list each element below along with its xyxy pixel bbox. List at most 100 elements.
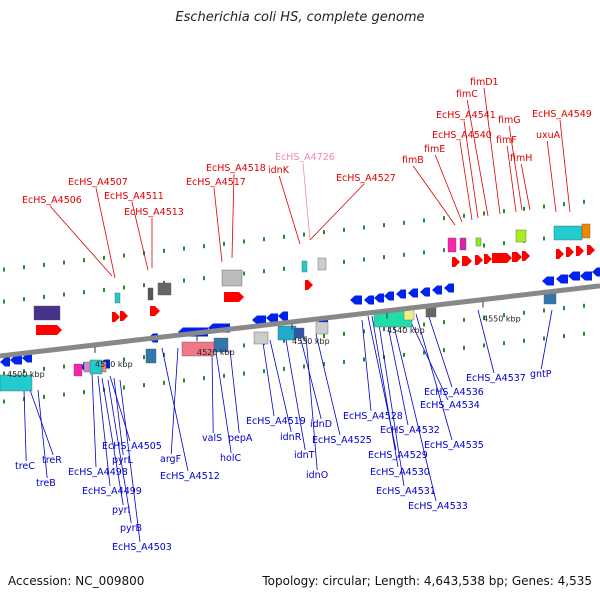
reverse-leader-line	[385, 315, 409, 426]
forward-gene-label: EcHS_A4527	[336, 173, 396, 184]
forward-leader-line	[546, 140, 557, 213]
reverse-gene-label: EcHS_A4534	[420, 400, 480, 411]
reverse-gene-label: pyrL	[112, 455, 134, 466]
scale-tick-label: 4520 kbp	[197, 348, 235, 357]
forward-gene-arrow	[556, 249, 564, 259]
forward-leader-line	[95, 187, 116, 279]
forward-gene-label: EcHS_A4549	[532, 109, 592, 120]
reverse-gene-label: treC	[15, 461, 35, 472]
reverse-gene-arrow	[432, 285, 442, 295]
forward-gene-label: EcHS_A4541	[436, 110, 496, 121]
reverse-gene-label: holC	[220, 453, 241, 464]
gene-block	[145, 348, 157, 364]
gene-block	[253, 331, 269, 345]
forward-gene-label: EcHS_A4513	[124, 207, 184, 218]
reverse-gene-arrow	[580, 271, 592, 281]
reverse-gene-label: EcHS_A4531	[376, 486, 436, 497]
scale-tick-label: 4540 kbp	[387, 326, 425, 335]
gene-block	[475, 237, 482, 247]
label-leader-lines	[23, 87, 571, 543]
reverse-leader-line	[91, 371, 97, 468]
scale-ticks: 4500 kbp 4510 kbp 4520 kbp 4530 kbp 4540 kbp…	[6, 301, 521, 379]
forward-leader-line	[506, 145, 517, 213]
scale-tick-label: 4530 kbp	[292, 337, 330, 346]
gene-block	[459, 237, 467, 251]
reverse-leader-line	[109, 375, 131, 442]
forward-leader-line	[463, 120, 479, 219]
reverse-gene-arrow	[384, 291, 394, 301]
forward-gene-label: EcHS_A4726	[275, 152, 335, 163]
reverse-gene-label: EcHS_A4533	[408, 501, 468, 512]
reverse-gene-arrow	[266, 313, 278, 323]
forward-gene-label: fimC	[456, 89, 478, 100]
forward-gene-label: EcHS_A4518	[206, 163, 266, 174]
reverse-gene-arrow	[444, 283, 454, 293]
reverse-gene-arrow	[252, 315, 266, 325]
reverse-gene-label: idnR	[280, 432, 302, 443]
gene-block	[317, 257, 327, 271]
forward-gene-arrow	[452, 257, 460, 267]
reverse-leader-line	[415, 313, 453, 441]
reverse-leader-line	[101, 377, 124, 506]
forward-gene-label: EcHS_A4506	[22, 195, 82, 206]
forward-gene-arrow	[492, 253, 512, 263]
reverse-gene-arrow	[10, 355, 22, 365]
reverse-gene-label: pepA	[228, 433, 253, 444]
scale-tick-label: 4550 kbp	[483, 315, 521, 324]
reverse-leader-line	[315, 333, 341, 436]
forward-leader-line	[520, 163, 531, 211]
gene-block	[315, 321, 329, 335]
forward-gene-arrow	[112, 312, 120, 322]
forward-gene-arrow	[566, 247, 574, 257]
reverse-gene-arrow	[420, 287, 430, 297]
reverse-leader-line	[477, 309, 495, 374]
forward-leader-line	[559, 119, 571, 213]
forward-leader-line	[302, 162, 311, 241]
reverse-gene-arrow	[542, 276, 554, 286]
reverse-gene-label: valS	[202, 433, 222, 444]
accession-text: Accession: NC_009800	[8, 574, 145, 588]
reverse-gene-label: EcHS_A4503	[112, 542, 172, 553]
gene-block	[101, 361, 107, 373]
gene-block	[147, 287, 154, 301]
reverse-gene-arrow	[592, 267, 600, 277]
forward-gene-label: uxuA	[536, 130, 561, 141]
forward-leader-line	[131, 201, 149, 271]
reverse-leader-line	[215, 351, 232, 454]
reverse-gene-label: EcHS_A4532	[380, 425, 440, 436]
forward-gene-arrow	[150, 306, 160, 316]
forward-gene-label: fimD1	[470, 77, 499, 88]
reverse-leader-line	[229, 349, 240, 434]
reverse-gene-arrow	[22, 353, 32, 363]
gene-block	[33, 305, 61, 321]
reverse-gene-arrow	[568, 271, 580, 281]
gene-features	[0, 223, 600, 392]
forward-gene-arrow	[224, 292, 244, 302]
forward-leader-line	[466, 99, 489, 217]
reverse-gene-arrow	[350, 295, 362, 305]
reverse-gene-label: treR	[42, 455, 62, 466]
scale-tick-label: 4510 kbp	[95, 360, 133, 369]
forward-gene-label: EcHS_A4507	[68, 177, 128, 188]
forward-gene-arrow	[36, 325, 62, 335]
forward-gene-label: EcHS_A4511	[104, 191, 164, 202]
reverse-leader-line	[211, 353, 214, 434]
forward-gene-label: EcHS_A4540	[432, 130, 492, 141]
reverse-gene-label: argF	[160, 454, 181, 465]
reverse-gene-label: pyrB	[120, 523, 142, 534]
reverse-gene-label: gntP	[530, 369, 552, 380]
reverse-gene-label: EcHS_A4505	[102, 441, 162, 452]
reverse-leader-line	[107, 379, 132, 524]
reverse-gene-label: EcHS_A4535	[424, 440, 484, 451]
reverse-leader-line	[113, 377, 124, 456]
reverse-leader-line	[23, 389, 27, 462]
scale-tick-label: 4500 kbp	[7, 370, 45, 379]
reverse-leader-line	[371, 315, 399, 468]
reverse-gene-label: EcHS_A4530	[370, 467, 430, 478]
gene-labels: EcHS_A4506 EcHS_A4507 EcHS_A4511 EcHS_A4513…	[15, 77, 592, 553]
reverse-gene-label: EcHS_A4519	[246, 416, 306, 427]
reverse-gene-label: EcHS_A4525	[312, 435, 372, 446]
genome-backbone	[0, 283, 600, 359]
forward-gene-label: fimB	[402, 155, 424, 166]
